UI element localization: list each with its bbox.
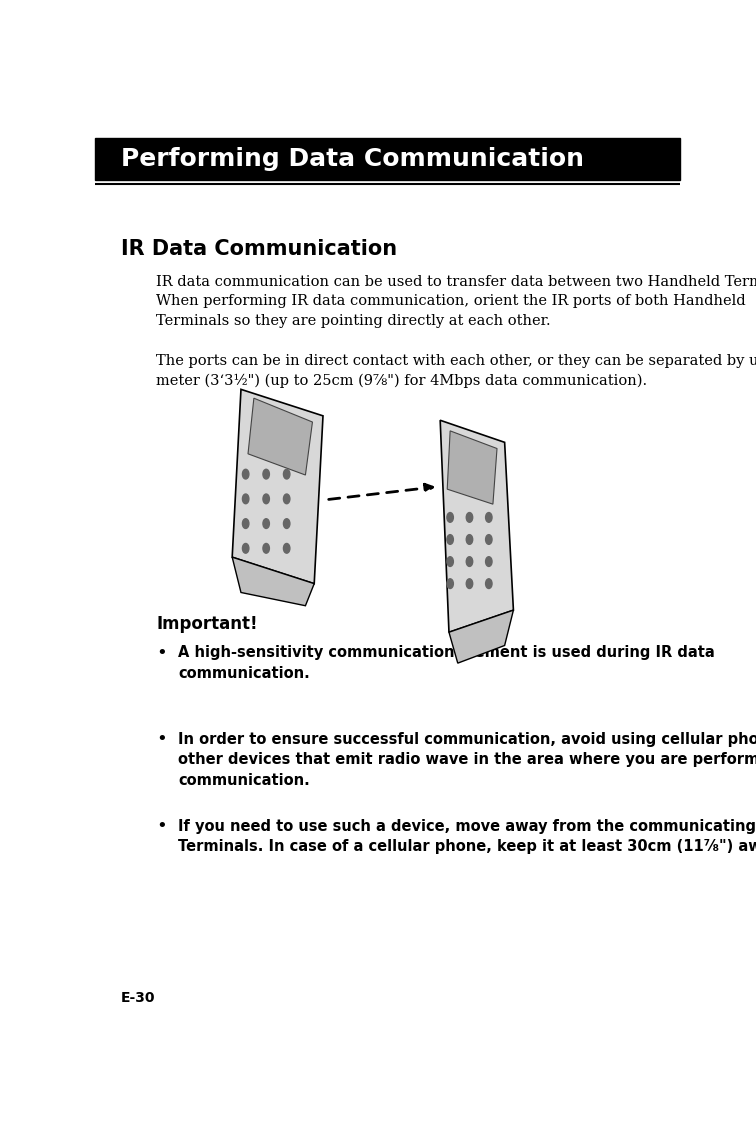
Circle shape [243,518,249,529]
Circle shape [263,494,269,504]
Circle shape [243,544,249,553]
Text: In order to ensure successful communication, avoid using cellular phones or
othe: In order to ensure successful communicat… [178,732,756,788]
Circle shape [466,556,472,567]
Circle shape [485,513,492,522]
Text: E-30: E-30 [121,991,156,1005]
Text: Important!: Important! [156,615,258,632]
Circle shape [284,494,290,504]
Polygon shape [448,431,497,505]
Text: IR Data Communication: IR Data Communication [121,240,397,259]
Circle shape [466,535,472,545]
Text: A high-sensitivity communication element is used during IR data
communication.: A high-sensitivity communication element… [178,646,715,681]
Circle shape [447,556,454,567]
Bar [94,138,680,180]
Circle shape [466,513,472,522]
Text: •: • [156,731,167,748]
FancyArrowPatch shape [329,484,432,499]
Circle shape [485,556,492,567]
Text: The ports can be in direct contact with each other, or they can be separated by : The ports can be in direct contact with … [156,354,756,388]
Circle shape [284,544,290,553]
Text: •: • [156,643,167,662]
Text: IR data communication can be used to transfer data between two Handheld Terminal: IR data communication can be used to tra… [156,274,756,328]
Circle shape [447,535,454,545]
Circle shape [485,579,492,588]
Circle shape [284,469,290,479]
Polygon shape [232,389,323,584]
Circle shape [263,518,269,529]
Circle shape [447,513,454,522]
Polygon shape [248,398,312,475]
Text: Performing Data Communication: Performing Data Communication [121,147,584,171]
Circle shape [485,535,492,545]
Polygon shape [232,557,314,606]
Circle shape [466,579,472,588]
Circle shape [243,469,249,479]
Text: If you need to use such a device, move away from the communicating Handheld
Term: If you need to use such a device, move a… [178,819,756,855]
Circle shape [263,469,269,479]
Text: •: • [156,817,167,835]
Circle shape [263,544,269,553]
Circle shape [447,579,454,588]
Polygon shape [449,610,513,663]
Polygon shape [440,420,513,632]
Circle shape [284,518,290,529]
Circle shape [243,494,249,504]
